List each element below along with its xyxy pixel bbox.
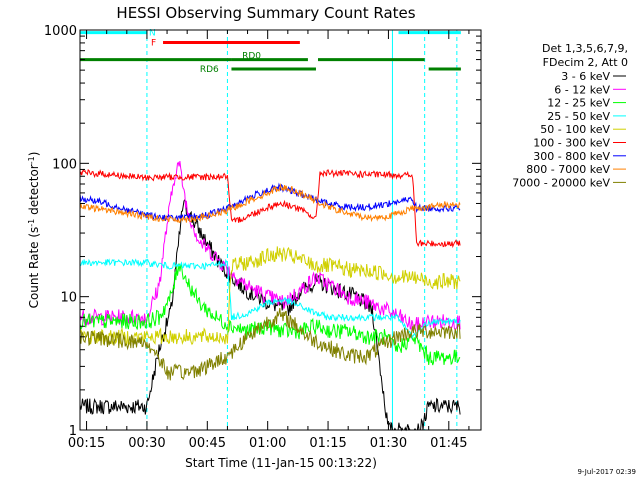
y-tick-label: 1000 (44, 24, 77, 39)
y-tick-label: 10 (60, 291, 77, 306)
timestamp: 9-Jul-2017 02:39 (577, 468, 636, 476)
series-line (79, 258, 461, 340)
status-label-f: F (151, 39, 156, 49)
y-label-sup: -1 (27, 156, 36, 164)
series-line (79, 168, 461, 249)
x-tick-label: 00:45 (189, 436, 226, 451)
axes: 1 10 100 1000 00:15 00:30 00:45 01:00 01:15 01:30… (44, 24, 482, 451)
x-tick-label: 01:30 (370, 436, 407, 451)
plot-area (146, 30, 458, 430)
status-label-n: N (149, 29, 156, 39)
x-tick-label: 01:00 (249, 436, 286, 451)
series-lines (79, 161, 461, 432)
series-line (79, 262, 461, 366)
series-line (79, 161, 461, 332)
status-label-rd6: RD6 (200, 65, 219, 75)
legend-label: 6 - 12 keV (554, 83, 610, 96)
series-line (79, 246, 461, 347)
series-line (79, 182, 461, 224)
legend-header: Det 1,3,5,6,7,9, (542, 42, 628, 55)
legend-label: 25 - 50 keV (547, 110, 610, 123)
legend-label: 7000 - 20000 keV (512, 176, 610, 189)
legend-label: 800 - 7000 keV (526, 163, 610, 176)
x-tick-label: 01:45 (430, 436, 467, 451)
status-bars: NF RD0 RD6 (80, 29, 461, 75)
y-label-sup: -1 (27, 219, 36, 227)
y-label-part: detector (27, 164, 41, 219)
legend: Det 1,3,5,6,7,9,FDecim 2, Att 03 - 6 keV… (512, 42, 628, 189)
x-tick-label: 01:15 (309, 436, 346, 451)
legend-header: FDecim 2, Att 0 (543, 56, 628, 69)
legend-label: 3 - 6 keV (561, 70, 610, 83)
chart-title: HESSI Observing Summary Count Rates (116, 4, 415, 22)
x-tick-label: 00:15 (68, 436, 105, 451)
legend-label: 50 - 100 keV (540, 123, 610, 136)
x-axis-label: Start Time (11-Jan-15 00:13:22) (185, 456, 377, 470)
legend-label: 100 - 300 keV (533, 137, 610, 150)
y-label-part: ) (27, 152, 41, 157)
series-line (79, 182, 461, 222)
legend-label: 300 - 800 keV (533, 150, 610, 163)
status-label-rd0: RD0 (242, 52, 261, 62)
legend-label: 12 - 25 keV (547, 97, 610, 110)
series-line (79, 307, 461, 381)
y-tick-label: 1 (69, 424, 77, 439)
y-label-part: Count Rate (s (27, 227, 41, 309)
x-tick-label: 00:30 (128, 436, 165, 451)
y-tick-label: 100 (52, 157, 77, 172)
y-axis-label: Count Rate (s-1 detector-1) (27, 152, 42, 309)
plot-frame (79, 29, 482, 431)
